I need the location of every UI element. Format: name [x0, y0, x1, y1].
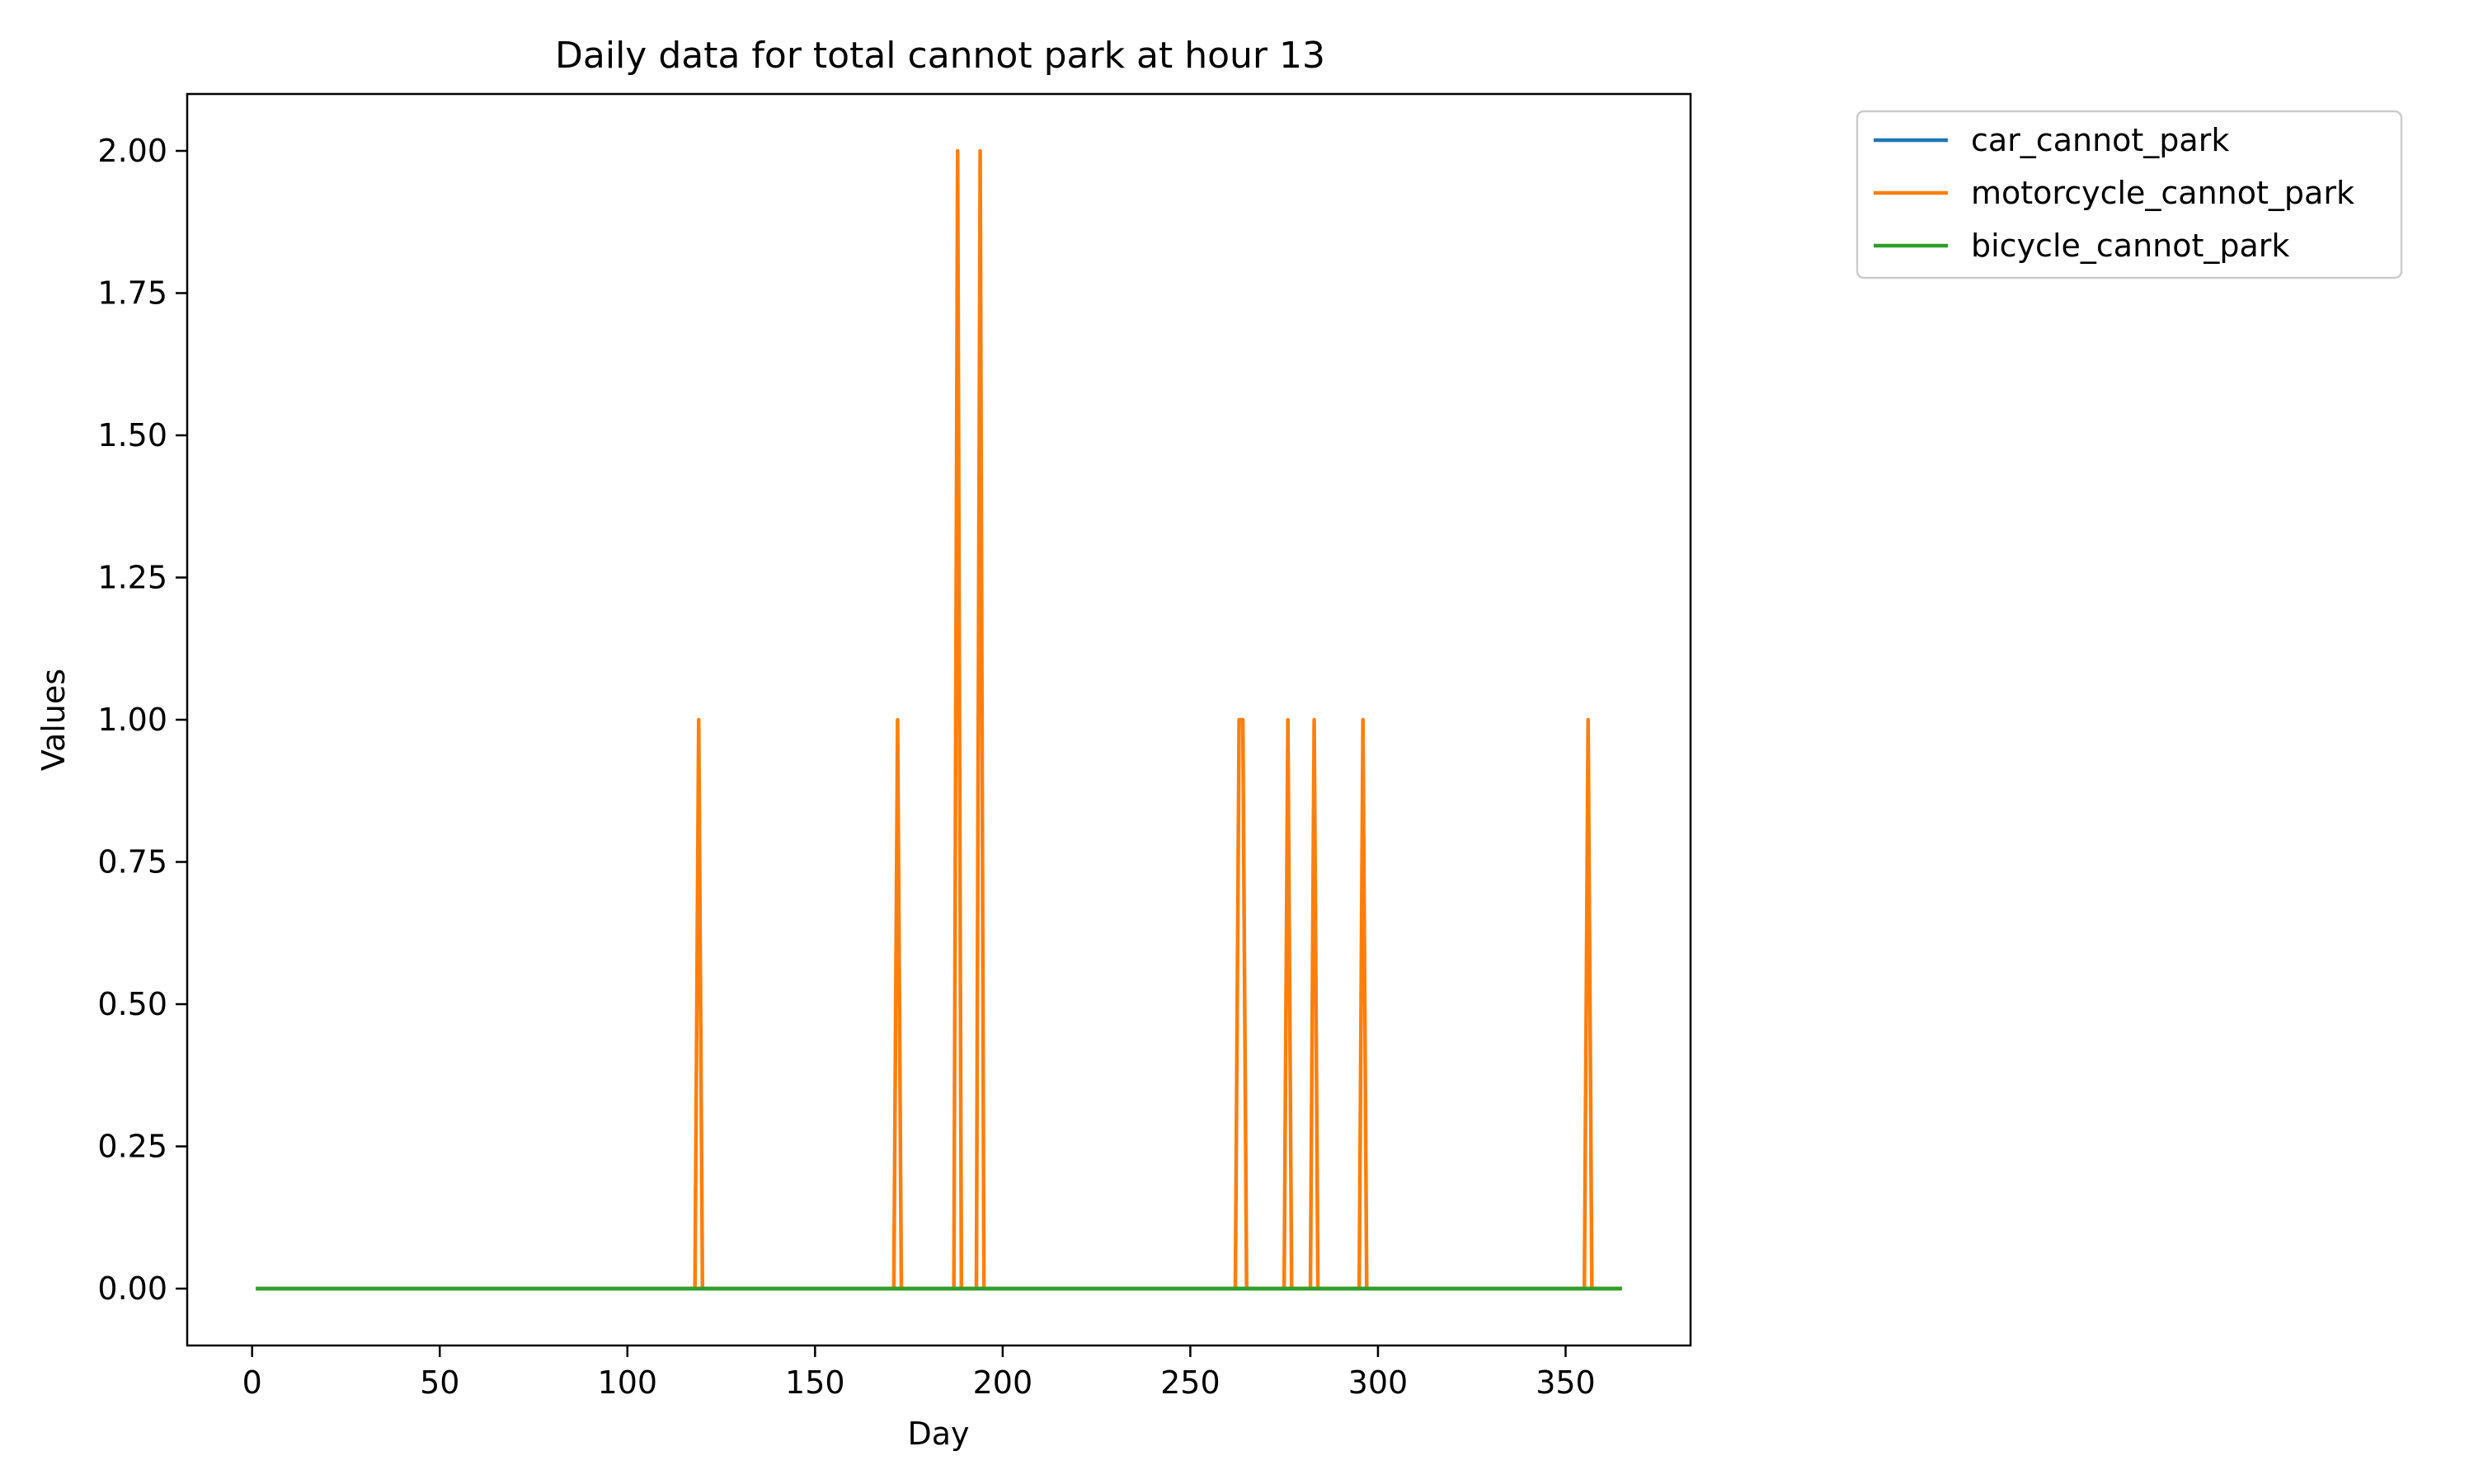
y-tick-label-3: 0.75: [97, 844, 167, 881]
legend: car_cannot_park motorcycle_cannot_parkbic…: [1856, 110, 2403, 279]
x-tick-label-50: 50: [420, 1364, 459, 1401]
y-tick-label-1: 0.25: [97, 1129, 167, 1165]
x-tick-label-0: 0: [242, 1364, 262, 1401]
legend-label-car-cannot-park: car_cannot_park: [1971, 122, 2229, 158]
y-tick-label-6: 1.50: [97, 417, 167, 453]
chart-title: Daily data for total cannot park at hour…: [555, 35, 1325, 77]
y-tick-label-5: 1.25: [97, 560, 167, 596]
y-tick-label-2: 0.50: [97, 986, 167, 1022]
y-tick-label-4: 1.00: [97, 702, 167, 738]
series-layer: [256, 148, 1622, 1291]
x-tick-label-100: 100: [598, 1364, 658, 1401]
x-axis: 0 50 100 150 200 250 300 350: [242, 1345, 1596, 1401]
legend-label-motorcycle-cannot-park: motorcycle_cannot_park: [1971, 175, 2354, 211]
x-tick-label-350: 350: [1536, 1364, 1596, 1401]
legend-box: [1856, 110, 2403, 279]
x-tick-label-250: 250: [1160, 1364, 1221, 1401]
x-tick-label-150: 150: [785, 1364, 845, 1401]
y-tick-label-0: 0.00: [97, 1270, 167, 1307]
x-axis-label: Day: [907, 1416, 969, 1452]
x-tick-label-200: 200: [973, 1364, 1033, 1401]
y-axis-label: Values: [35, 669, 72, 771]
x-tick-label-300: 300: [1348, 1364, 1409, 1401]
y-tick-label-8: 2.00: [97, 133, 167, 169]
y-axis: 0.00 0.25 0.50 0.75 1.00 1.25 1.50 1.75 2.00: [97, 133, 187, 1307]
legend-label-bicycle-cannot-park: bicycle_cannot_park: [1971, 228, 2289, 264]
y-tick-label-7: 1.75: [97, 275, 167, 312]
